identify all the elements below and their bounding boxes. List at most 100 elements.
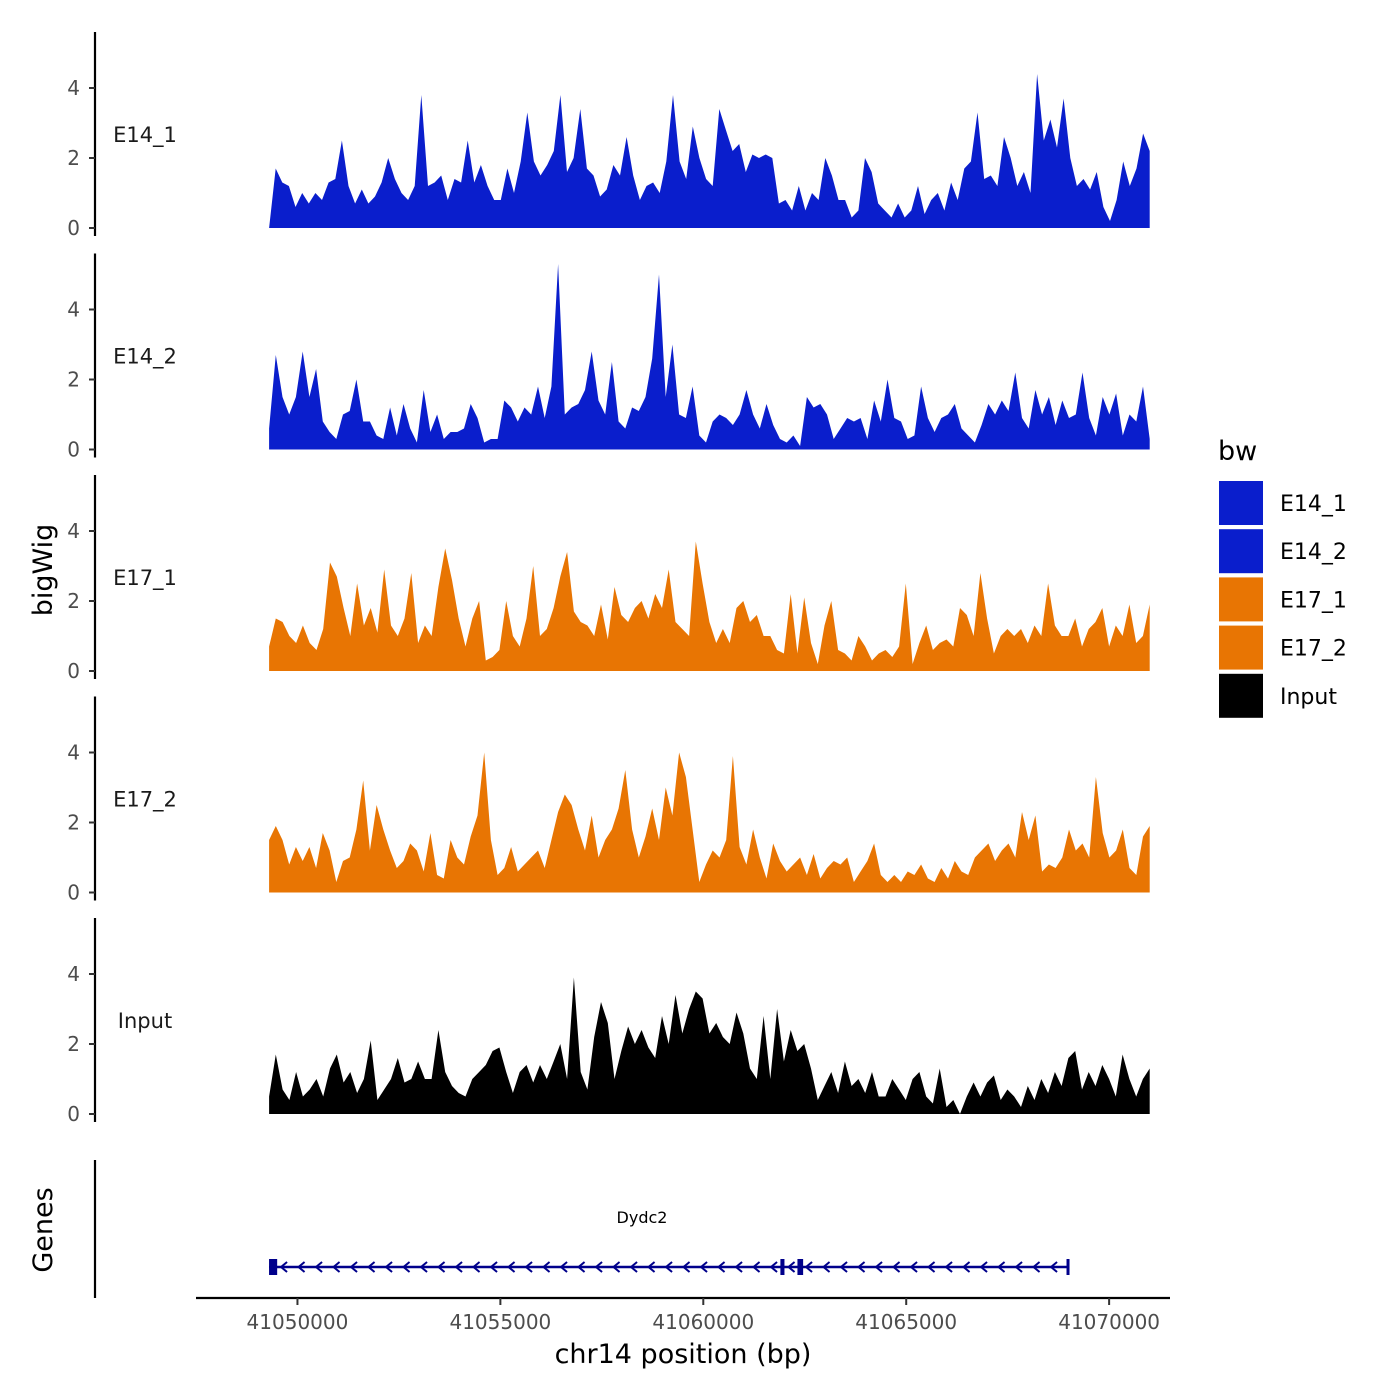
strand-arrow: [349, 1261, 358, 1273]
strand-arrow: [1031, 1261, 1041, 1273]
y-tick-label: 2: [67, 811, 80, 835]
y-tick-label: 0: [67, 1102, 80, 1126]
gene-exon: [1066, 1259, 1070, 1275]
strand-arrow: [541, 1261, 551, 1273]
gene-track: Dydc2: [93, 1160, 1070, 1298]
gene-exon: [797, 1259, 804, 1275]
track-E14_2: 0 2 4 E14_2: [67, 253, 1150, 462]
track-E14_1: 0 2 4 E14_1: [67, 32, 1150, 240]
gene-name-label: Dydc2: [617, 1208, 668, 1227]
strand-arrow: [716, 1261, 726, 1273]
strand-arrow: [856, 1261, 866, 1273]
y-tick-label: 0: [67, 216, 80, 240]
strand-arrow: [961, 1261, 971, 1273]
y-tick-label: 4: [67, 76, 80, 100]
legend: bw E14_1 E14_2 E17_1 E17_2 Input: [1218, 436, 1347, 718]
gene-exon: [780, 1259, 785, 1275]
strand-arrow: [559, 1261, 568, 1273]
strand-arrow: [751, 1261, 761, 1273]
tracks-layer: 0 2 4 E14_1 0 2 4 E14_2 0 2 4 E17_1 0 2 4 E17_2 0 2 4 Input: [67, 32, 1150, 1126]
coverage-area-E17_2: [269, 752, 1150, 893]
legend-swatch: [1219, 481, 1263, 525]
legend-label: E17_2: [1280, 637, 1347, 662]
coverage-area-Input: [269, 977, 1150, 1114]
strand-arrow: [786, 1261, 796, 1273]
strand-arrow: [664, 1261, 673, 1273]
coverage-area-E14_2: [269, 264, 1150, 450]
track-label: Input: [118, 1009, 172, 1033]
track-E17_2: 0 2 4 E17_2: [67, 696, 1150, 905]
y-tick-label: 0: [67, 881, 80, 905]
strand-arrow: [699, 1261, 708, 1273]
strand-arrow: [944, 1261, 953, 1273]
strand-arrow: [611, 1261, 621, 1273]
strand-arrow: [401, 1261, 411, 1273]
strand-arrow: [279, 1261, 288, 1273]
x-tick-label: 41050000: [247, 1310, 349, 1334]
x-tick-label: 41060000: [652, 1310, 754, 1334]
strand-arrow: [594, 1261, 603, 1273]
strand-arrow: [979, 1261, 988, 1273]
strand-arrow: [419, 1261, 428, 1273]
strand-arrow: [436, 1261, 446, 1273]
strand-arrow: [629, 1261, 638, 1273]
y-tick-label: 4: [67, 741, 80, 765]
legend-label: E17_1: [1280, 588, 1347, 613]
track-label: E14_1: [113, 123, 177, 148]
strand-arrow: [821, 1261, 831, 1273]
track-label: E14_2: [113, 345, 177, 370]
strand-arrow: [891, 1261, 901, 1273]
x-tick-label: 41065000: [855, 1310, 957, 1334]
legend-swatch: [1219, 529, 1263, 574]
track-label: E17_2: [113, 788, 177, 813]
genes-axis-title: Genes: [28, 1187, 59, 1272]
y-tick-label: 4: [67, 962, 80, 986]
strand-arrow: [909, 1261, 918, 1273]
x-axis-title: chr14 position (bp): [555, 1339, 812, 1370]
strand-arrow: [874, 1261, 883, 1273]
legend-title: bw: [1218, 436, 1257, 467]
track-E17_1: 0 2 4 E17_1: [67, 475, 1150, 683]
strand-arrow: [366, 1261, 376, 1273]
legend-swatch: [1219, 673, 1263, 718]
track-Input: 0 2 4 Input: [67, 918, 1150, 1126]
strand-arrow: [1049, 1261, 1058, 1273]
y-tick-label: 2: [67, 589, 80, 613]
y-tick-label: 2: [67, 368, 80, 392]
legend-label: E14_1: [1280, 492, 1347, 517]
strand-arrow: [926, 1261, 936, 1273]
strand-arrow: [681, 1261, 691, 1273]
strand-arrow: [1014, 1261, 1023, 1273]
strand-arrow: [804, 1261, 813, 1273]
legend-swatch: [1219, 577, 1263, 622]
strand-arrow: [646, 1261, 656, 1273]
coverage-area-E14_1: [269, 74, 1150, 228]
y-tick-label: 4: [67, 519, 80, 543]
strand-arrow: [996, 1261, 1006, 1273]
strand-arrow: [314, 1261, 323, 1273]
strand-arrow: [296, 1261, 306, 1273]
strand-arrow: [839, 1261, 848, 1273]
strand-arrow: [734, 1261, 743, 1273]
strand-arrow: [454, 1261, 463, 1273]
y-tick-label: 0: [67, 438, 80, 462]
gene-exon: [269, 1259, 278, 1275]
coverage-area-E17_1: [269, 541, 1150, 671]
strand-arrow: [331, 1261, 341, 1273]
legend-label: Input: [1280, 685, 1337, 710]
strand-arrow: [769, 1261, 778, 1273]
strand-arrow: [471, 1261, 481, 1273]
legend-label: E14_2: [1280, 540, 1347, 565]
strand-arrow: [489, 1261, 498, 1273]
legend-swatch: [1219, 625, 1263, 670]
y-tick-label: 4: [67, 298, 80, 322]
x-axis: 41050000 41055000 41060000 41065000 41070000: [196, 1296, 1170, 1334]
strand-arrow: [384, 1261, 393, 1273]
track-label: E17_1: [113, 566, 177, 591]
x-tick-label: 41055000: [449, 1310, 551, 1334]
y-tick-label: 2: [67, 1032, 80, 1056]
strand-arrow: [576, 1261, 586, 1273]
strand-arrow: [506, 1261, 516, 1273]
strand-arrow: [524, 1261, 533, 1273]
